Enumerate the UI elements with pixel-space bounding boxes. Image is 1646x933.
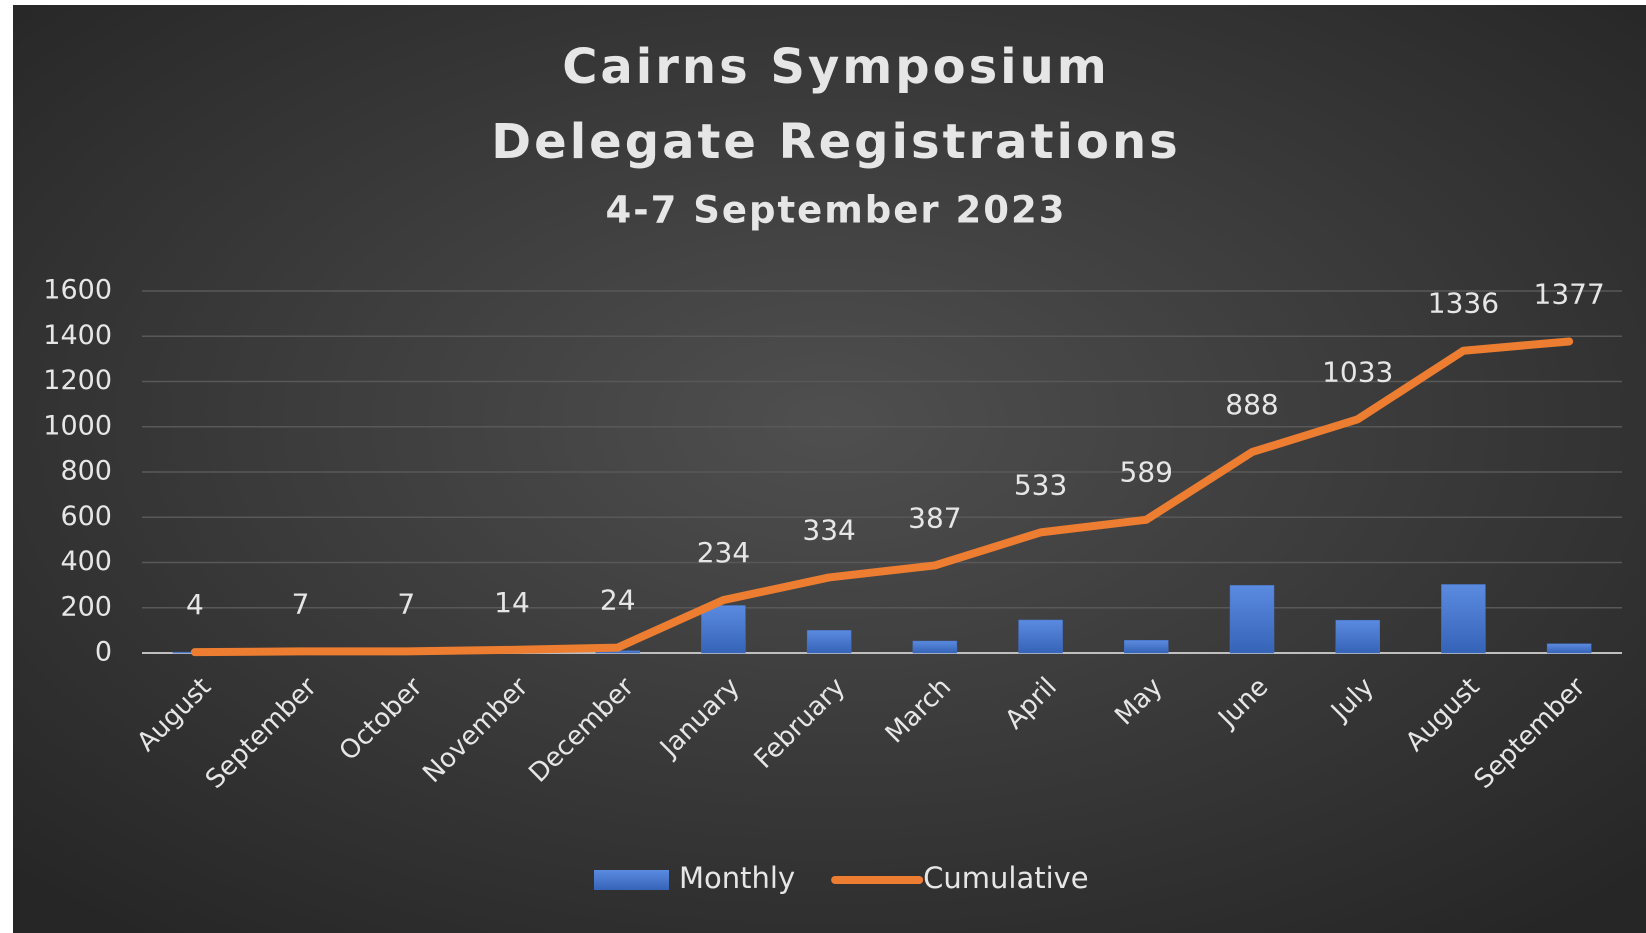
bar (1441, 584, 1486, 654)
chart-title-line: Cairns Symposium (562, 39, 1110, 95)
chart-subtitle: 4-7 September 2023 (606, 189, 1067, 232)
bar (1018, 619, 1063, 654)
bar (1546, 643, 1592, 654)
bar (1124, 640, 1169, 654)
legend-swatch (594, 870, 669, 890)
data-label: 334 (802, 513, 855, 546)
data-label: 1377 (1534, 277, 1605, 310)
data-label: 1336 (1428, 287, 1499, 320)
data-label: 7 (397, 587, 415, 620)
data-label: 234 (697, 536, 750, 569)
chart-title-line: Delegate Registrations (491, 114, 1180, 170)
bar (1229, 585, 1275, 654)
bar (912, 640, 958, 654)
data-label: 4 (186, 588, 204, 621)
bar (701, 605, 746, 654)
y-tick-label: 600 (60, 501, 112, 532)
chart-background (13, 5, 1646, 933)
data-label: 589 (1120, 456, 1173, 489)
y-tick-label: 1200 (43, 365, 112, 396)
y-tick-label: 200 (60, 591, 112, 622)
y-tick-label: 1400 (43, 320, 112, 351)
y-tick-label: 400 (60, 546, 112, 577)
data-label: 533 (1014, 468, 1067, 501)
data-label: 888 (1225, 388, 1278, 421)
data-label: 14 (494, 586, 530, 619)
line (190, 337, 1574, 657)
y-tick-label: 0 (95, 637, 112, 668)
bar (1335, 619, 1380, 654)
legend-label: Cumulative (923, 861, 1089, 895)
data-label: 7 (292, 587, 310, 620)
y-tick-label: 1000 (43, 410, 112, 441)
legend-label: Monthly (679, 861, 795, 895)
y-tick-label: 800 (60, 456, 112, 487)
data-label: 24 (600, 584, 636, 617)
y-tick-label: 1600 (43, 275, 112, 306)
data-label: 1033 (1322, 355, 1393, 388)
bar (806, 630, 852, 654)
data-label: 387 (908, 501, 961, 534)
